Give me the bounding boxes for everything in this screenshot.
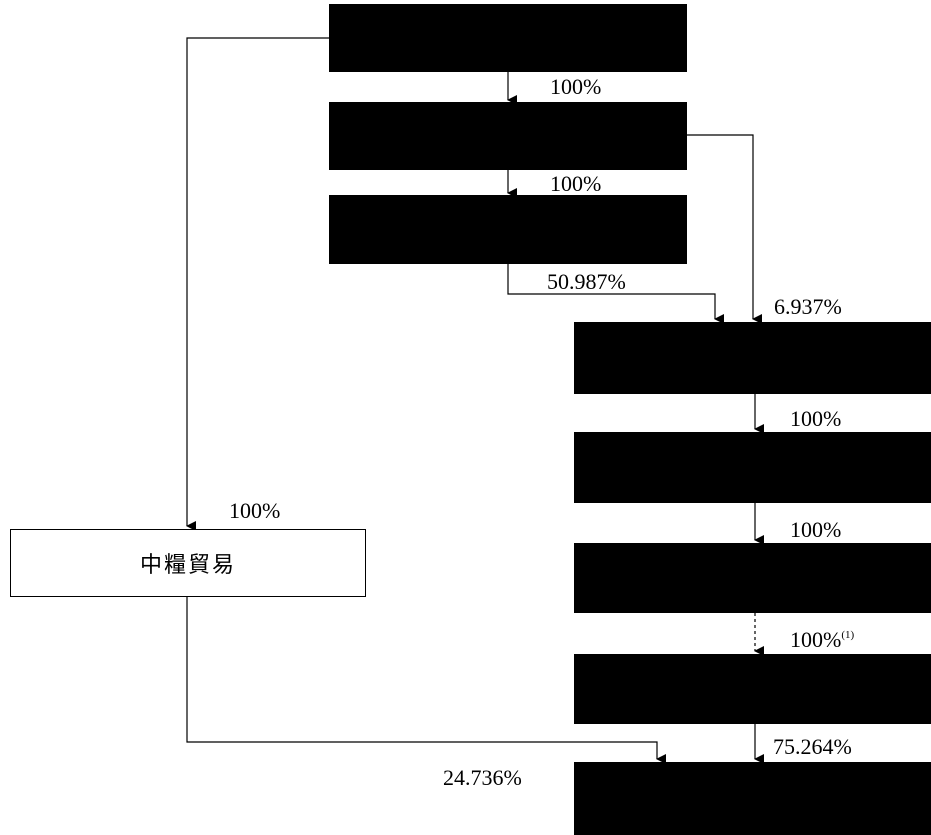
entity-box-second [329,102,687,170]
pct-right3-to-right4-value: 100% [790,627,842,652]
pct-top-to-second: 100% [550,74,602,99]
entity-box-right-1 [574,322,931,394]
pct-right4-to-bottom: 75.264% [773,734,852,759]
arrow-second-to-right1 [686,134,762,324]
entity-label-trading-company: 中糧貿易 [139,553,236,578]
footnote-marker: (1) [841,629,855,641]
pct-second-to-third: 100% [550,171,602,196]
entity-box-right-2 [574,432,931,503]
pct-trading-to-bottom: 24.736% [443,765,522,790]
arrow-top-to-trading [186,37,329,531]
entity-box-trading-company: 中糧貿易 [10,529,366,597]
pct-top-to-trading: 100% [229,498,281,523]
pct-right2-to-right3: 100% [790,517,842,542]
entity-box-right-4 [574,654,931,724]
entity-box-right-3 [574,543,931,613]
arrow-trading-to-bottom [186,596,666,764]
pct-right3-to-right4: 100%(1) [790,629,854,651]
entity-box-third [329,195,687,264]
entity-box-top [329,4,687,72]
pct-right1-to-right2: 100% [790,406,842,431]
pct-third-to-right1: 50.987% [547,269,626,294]
arrow-third-to-right1 [507,264,724,324]
entity-box-bottom [574,762,931,835]
pct-second-to-right1: 6.937% [774,294,842,319]
